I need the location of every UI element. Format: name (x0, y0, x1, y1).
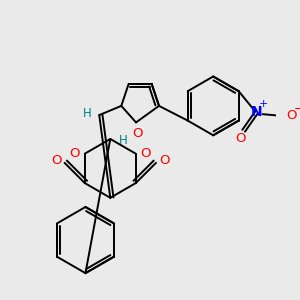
Text: O: O (286, 110, 296, 122)
Text: −: − (294, 103, 300, 116)
Text: O: O (51, 154, 62, 166)
Text: O: O (235, 133, 246, 146)
Text: H: H (119, 134, 128, 147)
Text: +: + (259, 99, 268, 109)
Text: O: O (141, 147, 151, 160)
Text: O: O (159, 154, 169, 166)
Text: N: N (250, 105, 262, 119)
Text: O: O (133, 127, 143, 140)
Text: O: O (70, 147, 80, 160)
Text: H: H (83, 107, 92, 120)
